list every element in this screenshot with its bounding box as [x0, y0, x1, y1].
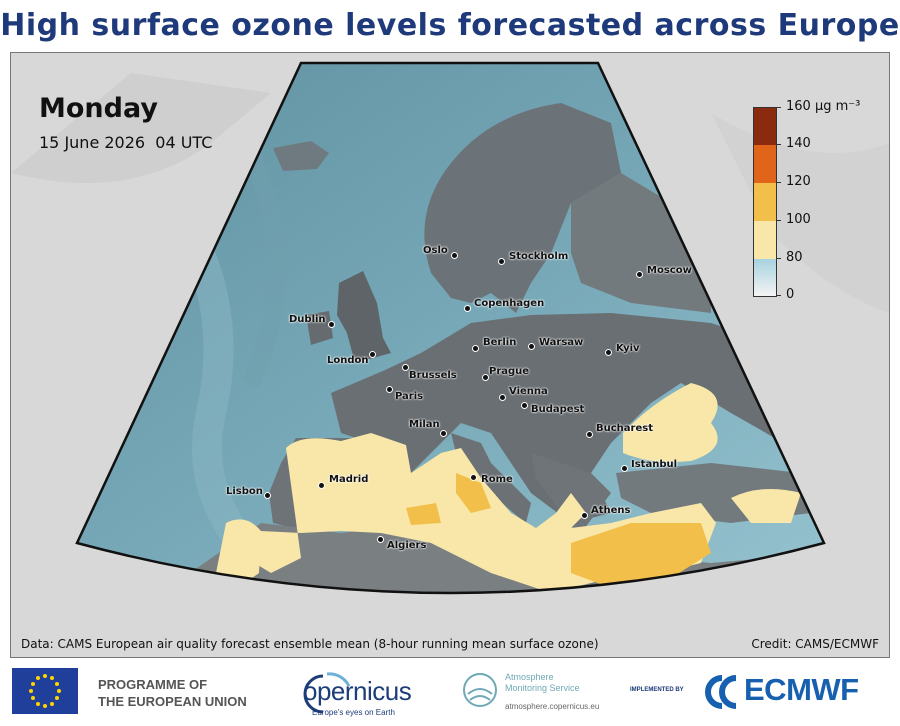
city-label-lisbon: Lisbon	[226, 486, 263, 497]
city-marker-rome	[471, 475, 476, 480]
forecast-time-text: 04 UTC	[155, 133, 213, 152]
colorbar-80-100	[754, 221, 776, 259]
city-label-milan: Milan	[409, 419, 440, 430]
city-label-oslo: Oslo	[423, 245, 448, 256]
city-label-madrid: Madrid	[329, 474, 369, 485]
ams-line-1: Atmosphere	[505, 672, 554, 682]
colorbar-tick-160: 160 µg m⁻³	[786, 99, 861, 114]
city-marker-istanbul	[622, 466, 627, 471]
city-label-vienna: Vienna	[509, 386, 548, 397]
east-med-ozone-high	[571, 523, 711, 588]
city-label-london: London	[327, 355, 369, 366]
city-label-prague: Prague	[489, 366, 530, 377]
city-marker-brussels	[403, 365, 408, 370]
copernicus-logo-icon	[303, 672, 351, 714]
city-marker-paris	[387, 387, 392, 392]
iceland	[273, 141, 329, 171]
eu-flag-icon	[12, 668, 78, 714]
city-marker-copenhagen	[465, 306, 470, 311]
city-marker-madrid	[319, 483, 324, 488]
city-label-brussels: Brussels	[409, 370, 457, 381]
implemented-by-text: IMPLEMENTED BY	[630, 687, 684, 693]
eu-line-2: THE EUROPEAN UNION	[98, 694, 247, 709]
eu-programme-text: PROGRAMME OF THE EUROPEAN UNION	[98, 676, 247, 710]
city-label-paris: Paris	[395, 391, 424, 402]
city-marker-bucharest	[587, 432, 592, 437]
city-marker-kyiv	[606, 350, 611, 355]
city-label-copenhagen: Copenhagen	[474, 298, 545, 309]
map-panel: Monday 15 June 2026 04 UTC 160 µg m⁻³ 14…	[10, 52, 890, 658]
atmosphere-monitoring-icon	[463, 673, 497, 707]
city-marker-prague	[483, 375, 488, 380]
copernicus-tagline: Europe's eyes on Earth	[312, 708, 395, 717]
city-marker-moscow	[637, 272, 642, 277]
great-britain	[337, 271, 391, 363]
city-marker-oslo	[452, 253, 457, 258]
colorbar-tick-80: 80	[786, 250, 803, 265]
continental-europe	[331, 313, 811, 523]
city-label-berlin: Berlin	[483, 337, 517, 348]
colorbar-100-120	[754, 183, 776, 221]
copernicus-name: opernicus	[303, 676, 412, 706]
city-label-algiers: Algiers	[387, 540, 427, 551]
ams-url: atmosphere.copernicus.eu	[505, 702, 600, 711]
city-label-rome: Rome	[481, 474, 513, 485]
colorbar-tick-120: 120	[786, 174, 811, 189]
eu-line-1: PROGRAMME OF	[98, 677, 208, 692]
colorbar-tick-0: 0	[786, 287, 795, 302]
city-label-moscow: Moscow	[647, 265, 692, 276]
black-sea-ozone	[623, 383, 718, 462]
credit-note: Credit: CAMS/ECMWF	[751, 637, 879, 651]
city-label-athens: Athens	[591, 505, 631, 516]
ecmwf-name: ECMWF	[744, 672, 859, 707]
city-marker-algiers	[378, 537, 383, 542]
ozone-map	[11, 53, 889, 657]
city-marker-lisbon	[265, 493, 270, 498]
ams-line-2: Monitoring Service	[505, 683, 580, 693]
forecast-date-text: 15 June 2026	[39, 133, 146, 152]
city-marker-dublin	[329, 322, 334, 327]
ecmwf-logo-icon	[705, 675, 737, 709]
city-marker-warsaw	[529, 344, 534, 349]
colorbar-120-140	[754, 145, 776, 183]
forecast-day: Monday	[39, 93, 158, 124]
city-marker-milan	[441, 431, 446, 436]
footer-logos: PROGRAMME OF THE EUROPEAN UNION opernicu…	[0, 658, 900, 726]
city-marker-berlin	[473, 346, 478, 351]
city-label-istanbul: Istanbul	[631, 459, 678, 470]
city-label-bucharest: Bucharest	[596, 423, 653, 434]
city-marker-budapest	[522, 403, 527, 408]
city-label-kyiv: Kyiv	[616, 343, 640, 354]
colorbar-tick-100: 100	[786, 212, 811, 227]
city-label-budapest: Budapest	[531, 404, 585, 415]
page-title: High surface ozone levels forecasted acr…	[0, 8, 900, 43]
colorbar-0-80	[754, 259, 776, 296]
domain-outline	[75, 61, 826, 595]
forecast-date: 15 June 2026 04 UTC	[39, 133, 212, 152]
ams-name: Atmosphere Monitoring Service	[505, 672, 580, 694]
city-marker-stockholm	[499, 259, 504, 264]
city-marker-athens	[582, 513, 587, 518]
city-marker-london	[370, 352, 375, 357]
city-label-stockholm: Stockholm	[509, 251, 569, 262]
city-label-warsaw: Warsaw	[539, 337, 584, 348]
city-marker-vienna	[500, 395, 505, 400]
city-label-dublin: Dublin	[289, 314, 326, 325]
italy	[451, 433, 531, 523]
colorbar-tick-140: 140	[786, 136, 811, 151]
colorbar-140-160	[754, 108, 776, 145]
data-source-note: Data: CAMS European air quality forecast…	[21, 637, 599, 651]
scandinavia	[424, 103, 621, 313]
ireland	[306, 311, 333, 345]
colorbar	[753, 107, 777, 297]
